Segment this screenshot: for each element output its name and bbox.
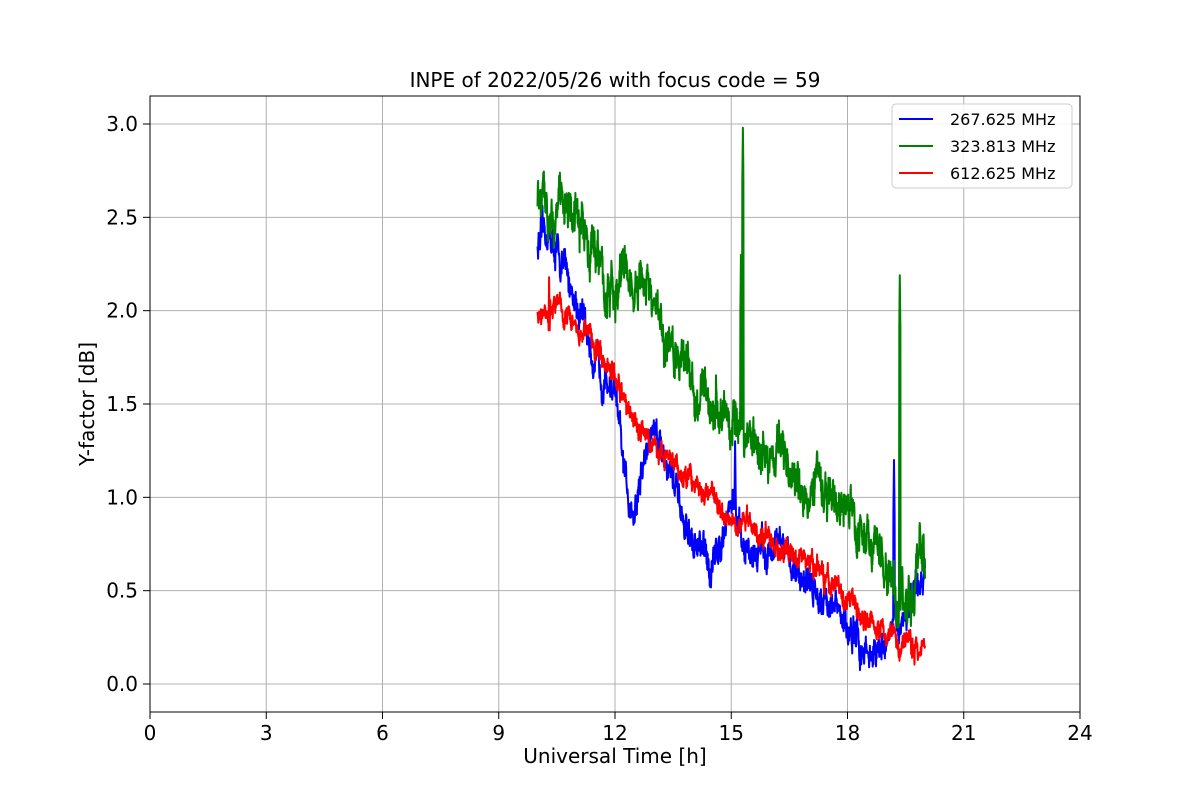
chart-title: INPE of 2022/05/26 with focus code = 59 — [410, 68, 821, 92]
x-axis-label: Universal Time [h] — [523, 744, 706, 768]
y-axis-ticks: 0.0 0.5 1.0 1.5 2.0 2.5 3.0 — [106, 112, 150, 696]
series-line-0 — [536, 205, 926, 672]
legend: 267.625 MHz 323.813 MHz 612.625 MHz — [891, 103, 1073, 189]
y-tick-label: 2.5 — [106, 205, 138, 229]
y-tick-label: 1.5 — [106, 392, 138, 416]
series-group — [536, 126, 926, 672]
x-tick-label: 6 — [376, 721, 389, 745]
y-tick-label: 3.0 — [106, 112, 138, 136]
x-tick-label: 9 — [492, 721, 505, 745]
series-line-1 — [536, 126, 926, 629]
y-tick-label: 0.0 — [106, 672, 138, 696]
x-tick-label: 0 — [144, 721, 157, 745]
x-axis-ticks: 0 3 6 9 12 15 18 21 24 — [144, 712, 1093, 745]
y-axis-label: Y-factor [dB] — [75, 342, 99, 467]
x-tick-label: 12 — [602, 721, 627, 745]
x-tick-label: 18 — [835, 721, 860, 745]
y-tick-label: 1.0 — [106, 485, 138, 509]
y-tick-label: 0.5 — [106, 579, 138, 603]
x-tick-label: 3 — [260, 721, 273, 745]
legend-entry: 267.625 MHz — [950, 110, 1055, 129]
y-tick-label: 2.0 — [106, 299, 138, 323]
legend-entry: 323.813 MHz — [950, 137, 1055, 156]
legend-entry: 612.625 MHz — [950, 164, 1055, 183]
series-line-2 — [536, 276, 926, 666]
x-tick-label: 21 — [951, 721, 976, 745]
x-tick-label: 15 — [719, 721, 744, 745]
legend-box — [891, 103, 1073, 189]
x-tick-label: 24 — [1067, 721, 1092, 745]
